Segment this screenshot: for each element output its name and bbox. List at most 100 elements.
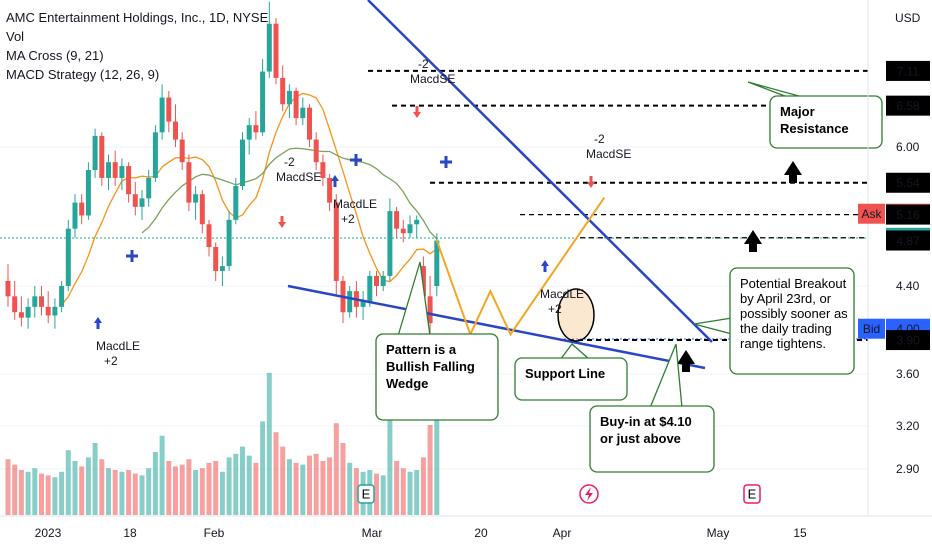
time-tick: Feb xyxy=(204,526,225,540)
signal-up-arrow-icon xyxy=(331,175,339,187)
volume-bar xyxy=(280,446,286,515)
candle-body xyxy=(25,306,31,318)
candle xyxy=(293,87,299,126)
volume-bar xyxy=(374,473,379,515)
callout-text: Support Line xyxy=(525,366,605,381)
candle-body xyxy=(420,266,426,297)
candle xyxy=(25,298,31,329)
candle xyxy=(92,128,98,178)
callout-box xyxy=(514,357,628,401)
macd-strategy-indicator-label[interactable]: MACD Strategy (12, 26, 9) xyxy=(6,67,160,82)
callout-box xyxy=(769,95,883,149)
currency-label: USD xyxy=(895,11,921,25)
candle-body xyxy=(387,211,393,276)
volume-bar xyxy=(320,461,326,515)
candle xyxy=(333,194,339,297)
candle-body xyxy=(179,139,185,163)
volume-bar xyxy=(159,435,165,515)
ma-cross-icon xyxy=(440,156,452,168)
wedge-resistance-line xyxy=(367,0,713,343)
time-tick: May xyxy=(707,526,730,540)
candle xyxy=(126,162,132,203)
candle xyxy=(394,206,400,238)
candle xyxy=(347,286,353,318)
pattern-callout: Pattern is a Bullish Falling Wedge xyxy=(375,261,499,421)
candle-body xyxy=(65,228,71,286)
volume-bar xyxy=(152,452,158,515)
callout-text: Bullish Falling xyxy=(386,359,475,374)
candle-body xyxy=(240,139,245,186)
candle xyxy=(219,256,225,286)
candle-body xyxy=(327,177,333,203)
candle xyxy=(427,275,433,335)
volume-bar xyxy=(179,464,185,515)
up-arrows xyxy=(677,161,802,372)
candle xyxy=(387,198,393,281)
candle-body xyxy=(394,211,400,229)
price-tag: 3.90 xyxy=(886,330,930,351)
symbol-title[interactable]: AMC Entertainment Holdings, Inc., 1D, NY… xyxy=(6,10,269,25)
candle xyxy=(152,125,158,182)
candle xyxy=(119,158,125,191)
vol-indicator-label[interactable]: Vol xyxy=(6,29,25,44)
candle xyxy=(246,118,252,155)
candle xyxy=(193,185,199,220)
big-up-arrow-icon xyxy=(677,350,695,372)
signal-down-arrow-icon xyxy=(413,106,421,118)
volume-bar xyxy=(32,468,38,515)
time-tick: 18 xyxy=(123,526,137,540)
callout-text: Buy-in at $4.10 xyxy=(600,414,692,429)
candle xyxy=(159,84,165,140)
candle-body xyxy=(166,97,172,122)
volume-bar xyxy=(166,461,172,515)
callout-text: Pattern is a xyxy=(386,342,457,357)
time-axis[interactable]: 2023 18 Feb Mar 20 Apr May 15 xyxy=(0,515,932,540)
volume-bar xyxy=(186,459,192,515)
volume-bar xyxy=(112,470,118,515)
candle xyxy=(173,104,178,147)
volume-bar xyxy=(414,470,420,515)
big-up-arrow-icon xyxy=(784,161,802,183)
candle-body xyxy=(233,185,239,220)
candle xyxy=(286,84,292,119)
big-up-arrow-icon xyxy=(744,230,762,252)
candle xyxy=(186,154,192,212)
macd-long-entry: MacdLE+2 xyxy=(96,339,140,368)
callout-text: Potential Breakout xyxy=(740,276,847,291)
callout-tail xyxy=(649,343,683,409)
volume-bar xyxy=(45,475,51,515)
candle-body xyxy=(286,90,292,105)
candle xyxy=(52,298,58,329)
callout-text: the daily trading xyxy=(740,321,832,336)
candle xyxy=(139,190,145,220)
callout-text: possibly sooner as xyxy=(740,306,848,321)
volume-bar xyxy=(253,462,259,515)
candle xyxy=(273,18,279,85)
volume-bar xyxy=(313,453,319,515)
candle xyxy=(327,173,333,212)
price-tick: 3.60 xyxy=(896,367,920,381)
candle xyxy=(85,162,91,220)
ma-cross-indicator-label[interactable]: MA Cross (9, 21) xyxy=(6,48,104,63)
volume-bar xyxy=(206,462,212,515)
candle-body xyxy=(273,23,279,78)
candle-body xyxy=(313,139,319,163)
volume-bar xyxy=(72,461,78,515)
candle-body xyxy=(199,194,205,225)
price-axis[interactable]: 6.004.403.603.202.907.116.585.545.17Ask5… xyxy=(858,0,930,515)
callout-tail xyxy=(693,317,733,335)
volume-bar xyxy=(119,471,125,515)
candlesticks xyxy=(5,1,440,335)
volume-bar xyxy=(219,471,225,515)
candle xyxy=(240,132,245,191)
candle xyxy=(206,219,212,257)
volume-bar xyxy=(25,471,31,515)
candle xyxy=(199,190,205,234)
price-tag-value: 5.54 xyxy=(896,176,920,190)
candle-body xyxy=(139,198,145,207)
volume-bar xyxy=(407,471,413,515)
